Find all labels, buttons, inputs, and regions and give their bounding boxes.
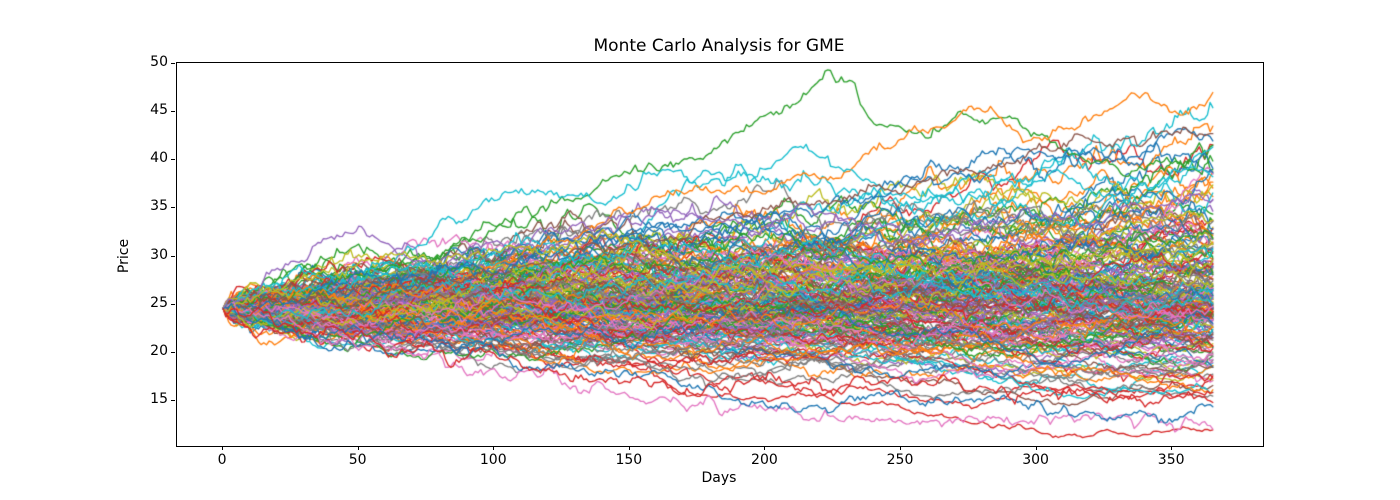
x-tick-label: 150 <box>615 452 643 468</box>
x-tick-mark <box>764 446 766 450</box>
plot-area <box>176 62 1264 447</box>
x-tick-label: 300 <box>1022 452 1049 468</box>
x-tick-label: 350 <box>1157 452 1185 468</box>
y-tick-label: 40 <box>150 150 168 167</box>
y-tick-label: 45 <box>150 102 168 119</box>
y-tick-mark <box>171 207 175 209</box>
x-tick-mark <box>222 446 224 450</box>
x-tick-label: 100 <box>479 452 507 468</box>
x-tick-label: 0 <box>217 452 227 468</box>
y-tick-mark <box>171 159 175 161</box>
x-tick-label: 200 <box>751 452 778 468</box>
x-tick-mark <box>1035 446 1037 450</box>
x-axis-label: Days <box>701 470 737 486</box>
x-tick-label: 50 <box>348 452 367 468</box>
y-tick-label: 15 <box>150 391 168 408</box>
x-tick-mark <box>357 446 359 450</box>
y-tick-label: 30 <box>150 246 168 263</box>
x-tick-mark <box>1171 446 1173 450</box>
y-tick-label: 25 <box>150 294 168 311</box>
y-tick-label: 35 <box>150 198 168 215</box>
x-tick-mark <box>493 446 495 450</box>
y-tick-mark <box>171 62 175 64</box>
chart-canvas <box>177 63 1263 446</box>
y-tick-label: 20 <box>150 342 168 359</box>
y-tick-mark <box>171 255 175 257</box>
y-tick-mark <box>171 400 175 402</box>
x-tick-mark <box>628 446 630 450</box>
y-tick-mark <box>171 303 175 305</box>
y-tick-mark <box>171 351 175 353</box>
chart-title: Monte Carlo Analysis for GME <box>593 36 845 56</box>
y-tick-label: 50 <box>150 53 168 70</box>
y-tick-mark <box>171 111 175 113</box>
x-tick-mark <box>900 446 901 450</box>
x-tick-label: 250 <box>886 452 914 468</box>
